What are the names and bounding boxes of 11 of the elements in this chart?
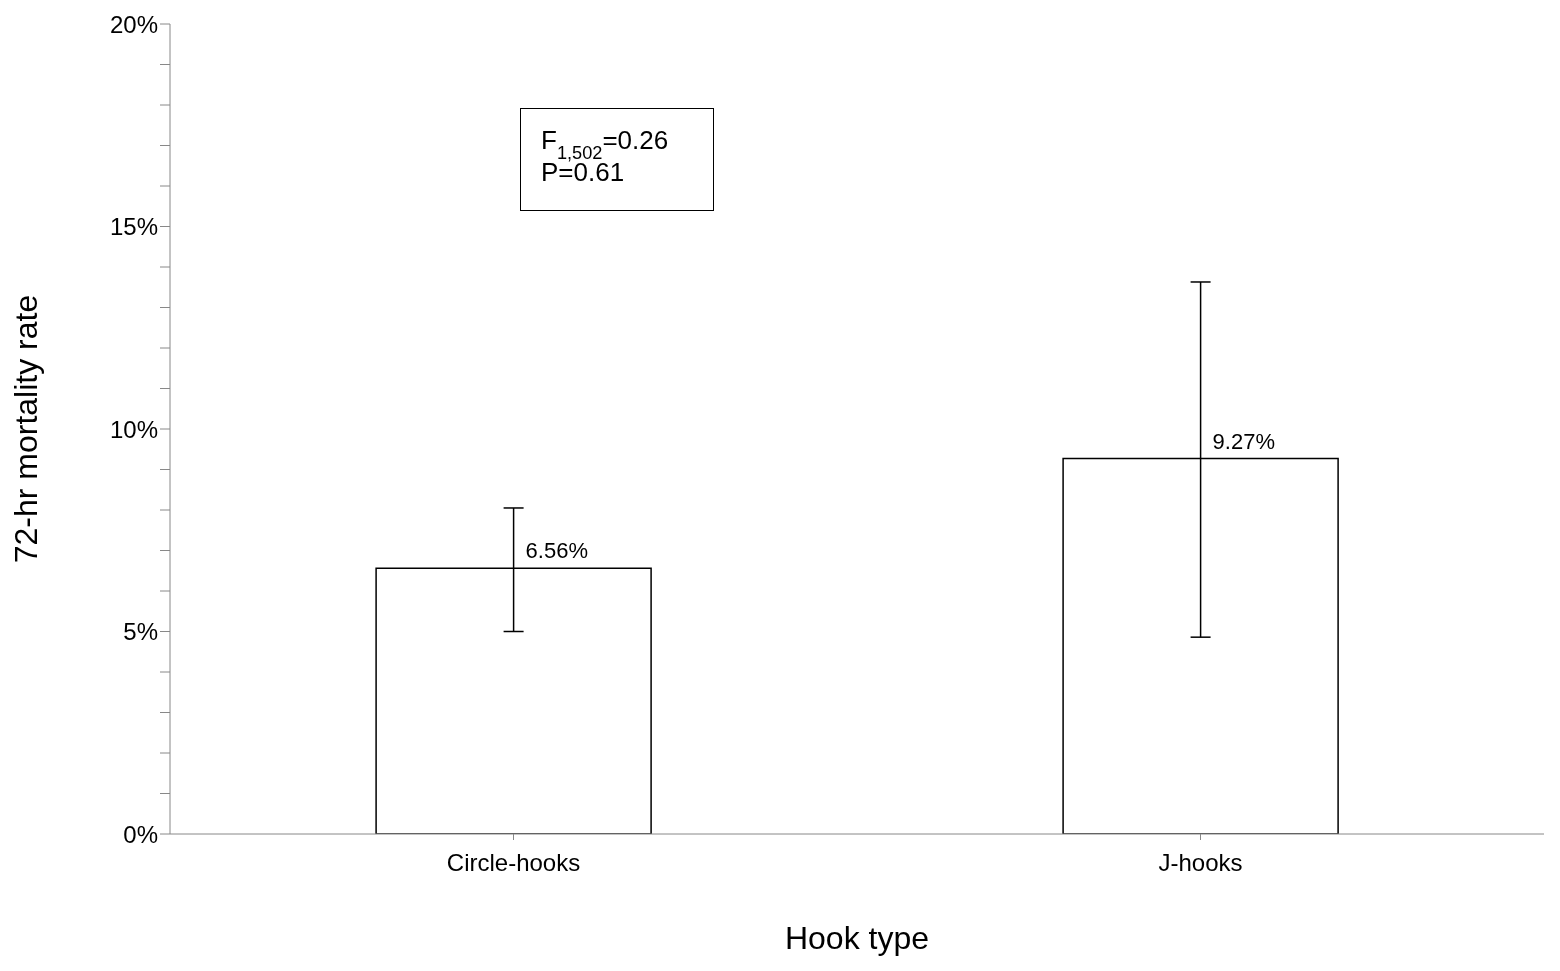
y-tick-label: 15% — [109, 213, 158, 241]
y-tick-label: 0% — [123, 820, 158, 848]
y-tick-label: 10% — [109, 415, 158, 443]
x-axis-title: Hook type — [784, 920, 930, 956]
x-tick-label: J-hooks — [1158, 849, 1243, 877]
y-tick-label: 20% — [109, 10, 158, 38]
x-tick-label: Circle-hooks — [446, 849, 581, 877]
data-label: 6.56% — [525, 538, 588, 564]
y-tick-label: 5% — [123, 618, 158, 646]
data-label: 9.27% — [1212, 428, 1275, 454]
y-axis-title: 72-hr mortality rate — [8, 294, 45, 564]
